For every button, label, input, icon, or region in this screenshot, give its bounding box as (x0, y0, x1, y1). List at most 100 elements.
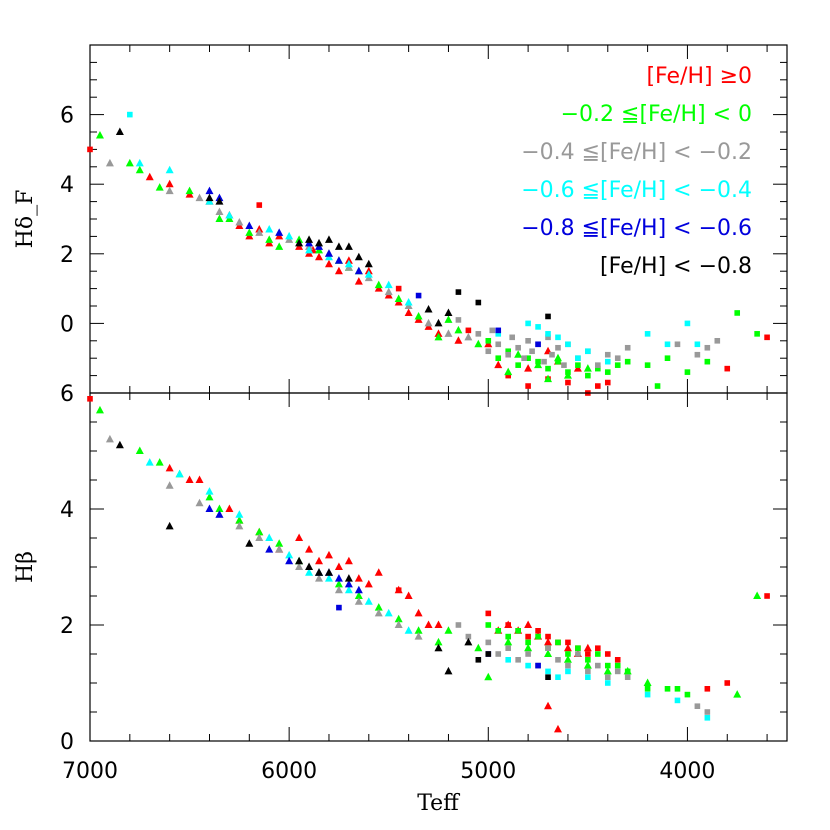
square-point (595, 651, 601, 657)
triangle-point (245, 221, 254, 229)
triangle-point (544, 374, 553, 383)
square-point (684, 320, 691, 327)
square-point (674, 697, 681, 704)
triangle-point (364, 259, 373, 268)
legend-entry: [Fe/H] ≥0 (646, 64, 752, 89)
triangle-point (434, 620, 443, 628)
square-point (465, 633, 472, 640)
square-point (545, 633, 551, 640)
triangle-point (275, 545, 284, 553)
triangle-point (334, 585, 343, 594)
square-point (724, 680, 731, 686)
square-point (561, 362, 567, 368)
square-point (624, 358, 631, 365)
square-point (455, 622, 462, 628)
square-point (604, 369, 611, 375)
triangle-point (135, 165, 144, 174)
square-point (549, 351, 555, 358)
square-point (545, 645, 551, 651)
square-point (87, 146, 93, 153)
triangle-point (275, 228, 284, 236)
triangle-point (514, 350, 523, 358)
top-series-3 (127, 111, 701, 365)
top-y-tick-label: 0 (60, 312, 74, 337)
triangle-point (305, 562, 314, 570)
triangle-point (384, 280, 393, 289)
triangle-point (354, 252, 363, 261)
square-point (585, 372, 591, 379)
legend-entry: −0.6 ≦[Fe/H] < −0.4 (521, 178, 752, 203)
square-point (525, 651, 531, 657)
triangle-point (444, 329, 453, 337)
square-point (555, 674, 561, 680)
square-point (604, 680, 611, 686)
triangle-point (324, 249, 333, 257)
triangle-point (195, 193, 204, 202)
square-point (485, 639, 492, 646)
triangle-point (295, 533, 304, 541)
bottom-panel-frame (89, 392, 788, 742)
triangle-point (305, 568, 314, 576)
triangle-point (225, 211, 234, 219)
bottom-panel: 0 2 4 6 7000 6000 5000 4000 Hβ Teff (13, 382, 788, 816)
square-point (595, 365, 601, 372)
square-point (485, 622, 492, 628)
bottom-panel-y-tick-labels: 0 2 4 6 (60, 382, 74, 755)
square-point (495, 327, 502, 334)
square-point (575, 651, 581, 657)
triangle-point (414, 608, 423, 617)
triangle-point (315, 556, 324, 565)
square-point (505, 348, 511, 355)
triangle-point (205, 487, 214, 495)
square-point (455, 317, 462, 323)
square-point (505, 372, 511, 379)
square-point (565, 662, 571, 669)
triangle-point (504, 367, 513, 376)
triangle-point (185, 186, 194, 195)
triangle-point (553, 353, 562, 362)
triangle-point (404, 626, 413, 634)
square-point (256, 202, 263, 208)
triangle-point (334, 242, 343, 250)
square-point (535, 662, 541, 669)
square-point (525, 639, 531, 646)
square-point (525, 355, 531, 361)
x-tick-label: 4000 (659, 759, 715, 784)
bottom-panel-data-points (87, 396, 770, 733)
triangle-point (334, 256, 343, 264)
legend-entry: −0.8 ≦[Fe/H] < −0.6 (521, 216, 752, 241)
top-panel-y-tick-labels: 0 2 4 6 (60, 104, 74, 338)
bottom-y-tick-label: 4 (60, 498, 74, 523)
triangle-point (295, 562, 304, 570)
legend-entry: [Fe/H] < −0.8 (600, 254, 752, 279)
square-point (585, 651, 591, 657)
triangle-point (324, 574, 333, 582)
triangle-point (165, 165, 174, 174)
top-panel: 0 2 4 6 Hδ_F (13, 44, 788, 396)
square-point (515, 362, 521, 368)
square-point (529, 348, 535, 355)
square-point (475, 331, 482, 337)
triangle-point (504, 637, 513, 646)
square-point (127, 111, 133, 118)
triangle-point (295, 556, 304, 565)
triangle-point (384, 287, 393, 296)
triangle-point (245, 539, 254, 547)
triangle-point (504, 620, 513, 628)
bottom-panel-y-axis-title: Hβ (13, 551, 38, 583)
square-point (515, 657, 521, 663)
top-y-tick-label: 4 (60, 173, 74, 198)
triangle-point (444, 315, 453, 323)
square-point (555, 344, 561, 351)
square-point (541, 358, 547, 365)
triangle-point (404, 591, 413, 599)
triangle-point (165, 463, 174, 472)
square-point (495, 651, 502, 657)
square-point (521, 355, 527, 361)
triangle-point (464, 637, 473, 646)
square-point (654, 383, 661, 389)
square-point (485, 348, 492, 355)
square-point (485, 651, 492, 657)
square-point (624, 344, 631, 351)
